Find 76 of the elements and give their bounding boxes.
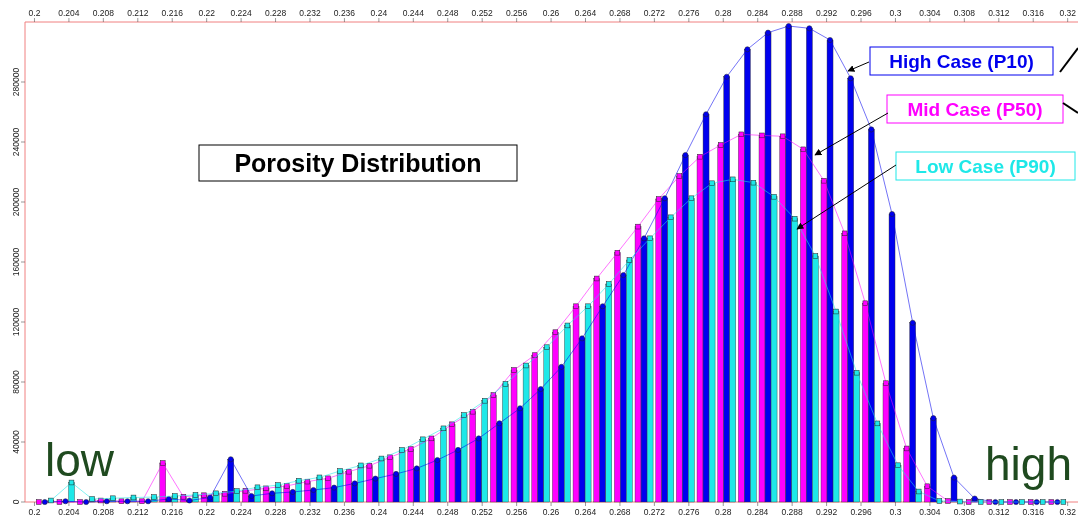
x2-tick-label: 0.3 xyxy=(889,507,902,517)
x2-tick-label: 0.252 xyxy=(471,507,494,517)
x-tick-label: 0.24 xyxy=(370,8,388,18)
x2-tick-label: 0.212 xyxy=(127,507,149,517)
x-tick-label: 0.304 xyxy=(919,8,941,18)
x2-tick-label: 0.276 xyxy=(678,507,700,517)
x-tick-label: 0.28 xyxy=(715,8,732,18)
x2-tick-label: 0.232 xyxy=(299,507,321,517)
x2-tick-label: 0.236 xyxy=(333,507,356,517)
x-tick-label: 0.316 xyxy=(1022,8,1045,18)
text: Mid Case (P50) xyxy=(907,99,1043,120)
x2-tick-label: 0.228 xyxy=(264,507,287,517)
x2-tick-label: 0.204 xyxy=(58,507,80,517)
x2-tick-label: 0.308 xyxy=(953,507,976,517)
x2-tick-label: 0.224 xyxy=(230,507,253,517)
y-tick-label: 200000 xyxy=(11,187,21,217)
annotation: low xyxy=(45,434,115,486)
x2-tick-label: 0.288 xyxy=(781,507,804,517)
x-tick-label: 0.3 xyxy=(889,8,902,18)
y-tick-label: 160000 xyxy=(11,247,21,277)
x2-tick-label: 0.248 xyxy=(437,507,459,517)
x2-tick-label: 0.312 xyxy=(988,507,1010,517)
x-tick-label: 0.264 xyxy=(574,8,597,18)
x-tick-label: 0.22 xyxy=(198,8,216,18)
x2-tick-label: 0.244 xyxy=(402,507,425,517)
x2-tick-label: 0.2 xyxy=(28,507,41,517)
x-tick-label: 0.308 xyxy=(953,8,976,18)
x2-tick-label: 0.296 xyxy=(850,507,872,517)
x-tick-label: 0.228 xyxy=(264,8,287,18)
x2-tick-label: 0.304 xyxy=(919,507,941,517)
x-tick-label: 0.2 xyxy=(28,8,41,18)
text: Low Case (P90) xyxy=(915,156,1056,177)
x-tick-label: 0.288 xyxy=(781,8,804,18)
x-tick-label: 0.26 xyxy=(542,8,560,18)
x-tick-label: 0.268 xyxy=(609,8,631,18)
x2-tick-label: 0.316 xyxy=(1022,507,1045,517)
x-tick-label: 0.312 xyxy=(988,8,1010,18)
y-tick-label: 0 xyxy=(11,499,21,505)
y-tick-label: 240000 xyxy=(11,127,21,157)
x-tick-label: 0.204 xyxy=(58,8,80,18)
x-tick-label: 0.216 xyxy=(161,8,184,18)
annotation: high xyxy=(985,438,1072,490)
y-tick-label: 280000 xyxy=(11,67,21,97)
x-tick-label: 0.232 xyxy=(299,8,321,18)
x-tick-label: 0.244 xyxy=(402,8,425,18)
x2-tick-label: 0.264 xyxy=(574,507,597,517)
x-tick-label: 0.248 xyxy=(437,8,459,18)
x-tick-label: 0.276 xyxy=(678,8,700,18)
x2-tick-label: 0.32 xyxy=(1059,507,1077,517)
x2-tick-label: 0.208 xyxy=(92,507,115,517)
x2-tick-label: 0.28 xyxy=(715,507,732,517)
x-tick-label: 0.272 xyxy=(643,8,666,18)
x-tick-label: 0.208 xyxy=(92,8,115,18)
x2-tick-label: 0.284 xyxy=(747,507,769,517)
x2-tick-label: 0.24 xyxy=(370,507,388,517)
x-tick-label: 0.32 xyxy=(1059,8,1077,18)
x-tick-label: 0.236 xyxy=(333,8,356,18)
x-tick-label: 0.284 xyxy=(747,8,769,18)
y-tick-label: 40000 xyxy=(11,429,21,454)
x2-tick-label: 0.216 xyxy=(161,507,184,517)
x-tick-label: 0.292 xyxy=(815,8,838,18)
x-tick-label: 0.212 xyxy=(127,8,149,18)
series-label: High Case (P10) xyxy=(889,51,1034,72)
text: Porosity Distribution xyxy=(234,149,482,177)
x-tick-label: 0.296 xyxy=(850,8,872,18)
x2-tick-label: 0.292 xyxy=(815,507,838,517)
x-tick-label: 0.252 xyxy=(471,8,494,18)
y-tick-label: 80000 xyxy=(11,369,21,394)
x2-tick-label: 0.268 xyxy=(609,507,631,517)
x-tick-label: 0.224 xyxy=(230,8,253,18)
x2-tick-label: 0.272 xyxy=(643,507,666,517)
y-tick-label: 120000 xyxy=(11,307,21,337)
x-tick-label: 0.256 xyxy=(505,8,528,18)
x2-tick-label: 0.256 xyxy=(505,507,528,517)
x2-tick-label: 0.22 xyxy=(198,507,216,517)
x2-tick-label: 0.26 xyxy=(542,507,560,517)
